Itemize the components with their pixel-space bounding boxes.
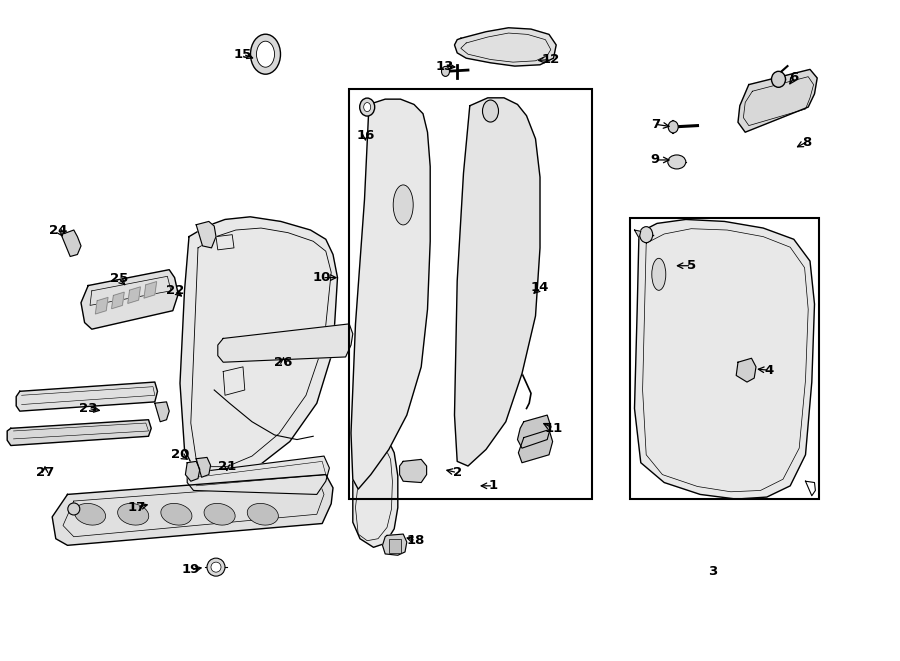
Polygon shape: [155, 402, 169, 422]
Ellipse shape: [482, 100, 499, 122]
Ellipse shape: [364, 102, 371, 112]
Ellipse shape: [652, 258, 666, 290]
Text: 6: 6: [789, 71, 798, 85]
Ellipse shape: [393, 185, 413, 225]
Text: 20: 20: [171, 448, 189, 461]
Text: 14: 14: [531, 281, 549, 294]
Polygon shape: [382, 534, 407, 555]
Ellipse shape: [207, 558, 225, 576]
Text: 13: 13: [436, 59, 454, 73]
Polygon shape: [518, 415, 551, 448]
Bar: [349, 89, 592, 499]
Text: 4: 4: [764, 364, 773, 377]
Polygon shape: [351, 99, 430, 489]
Polygon shape: [95, 297, 108, 314]
Ellipse shape: [256, 41, 274, 67]
Polygon shape: [400, 459, 427, 483]
Polygon shape: [52, 475, 333, 545]
Ellipse shape: [771, 71, 786, 87]
Text: 3: 3: [708, 565, 717, 578]
Polygon shape: [454, 28, 556, 66]
Polygon shape: [634, 219, 814, 499]
Text: 5: 5: [687, 259, 696, 272]
Text: 7: 7: [651, 118, 660, 131]
Ellipse shape: [668, 121, 679, 133]
Polygon shape: [128, 287, 140, 303]
Text: 27: 27: [36, 466, 54, 479]
Bar: [630, 218, 819, 499]
Text: 17: 17: [128, 501, 146, 514]
Text: 15: 15: [234, 48, 252, 61]
Polygon shape: [187, 456, 329, 494]
Polygon shape: [196, 221, 216, 248]
Ellipse shape: [442, 66, 449, 77]
Text: 22: 22: [166, 284, 184, 297]
Text: 2: 2: [453, 466, 462, 479]
Text: 9: 9: [651, 153, 660, 167]
Polygon shape: [196, 457, 211, 477]
Polygon shape: [218, 324, 353, 362]
Polygon shape: [180, 217, 338, 475]
Text: 1: 1: [489, 479, 498, 492]
Ellipse shape: [248, 504, 278, 525]
Ellipse shape: [75, 504, 105, 525]
Text: 21: 21: [218, 459, 236, 473]
Text: 23: 23: [79, 402, 97, 415]
Ellipse shape: [161, 504, 192, 525]
Ellipse shape: [640, 227, 652, 243]
Polygon shape: [144, 282, 157, 298]
Polygon shape: [7, 420, 151, 446]
Text: 12: 12: [542, 53, 560, 66]
Ellipse shape: [250, 34, 281, 74]
Polygon shape: [634, 230, 641, 238]
Text: 25: 25: [110, 272, 128, 286]
Polygon shape: [738, 69, 817, 132]
Ellipse shape: [668, 155, 686, 169]
Ellipse shape: [360, 98, 374, 116]
Text: 11: 11: [544, 422, 562, 435]
Polygon shape: [736, 358, 756, 382]
Polygon shape: [112, 292, 124, 309]
Ellipse shape: [211, 562, 221, 572]
Ellipse shape: [118, 504, 148, 525]
Text: 16: 16: [356, 129, 374, 142]
Text: 18: 18: [407, 534, 425, 547]
Text: 10: 10: [313, 271, 331, 284]
Text: 26: 26: [274, 356, 292, 369]
Ellipse shape: [68, 503, 80, 515]
Ellipse shape: [204, 504, 235, 525]
Text: 19: 19: [182, 563, 200, 576]
FancyBboxPatch shape: [389, 539, 400, 553]
Polygon shape: [61, 230, 81, 256]
Polygon shape: [185, 461, 200, 481]
Text: 24: 24: [50, 223, 68, 237]
Polygon shape: [81, 270, 178, 329]
Polygon shape: [454, 98, 540, 466]
Polygon shape: [518, 430, 553, 463]
Polygon shape: [353, 438, 398, 547]
Polygon shape: [16, 382, 158, 411]
Text: 8: 8: [802, 136, 811, 149]
